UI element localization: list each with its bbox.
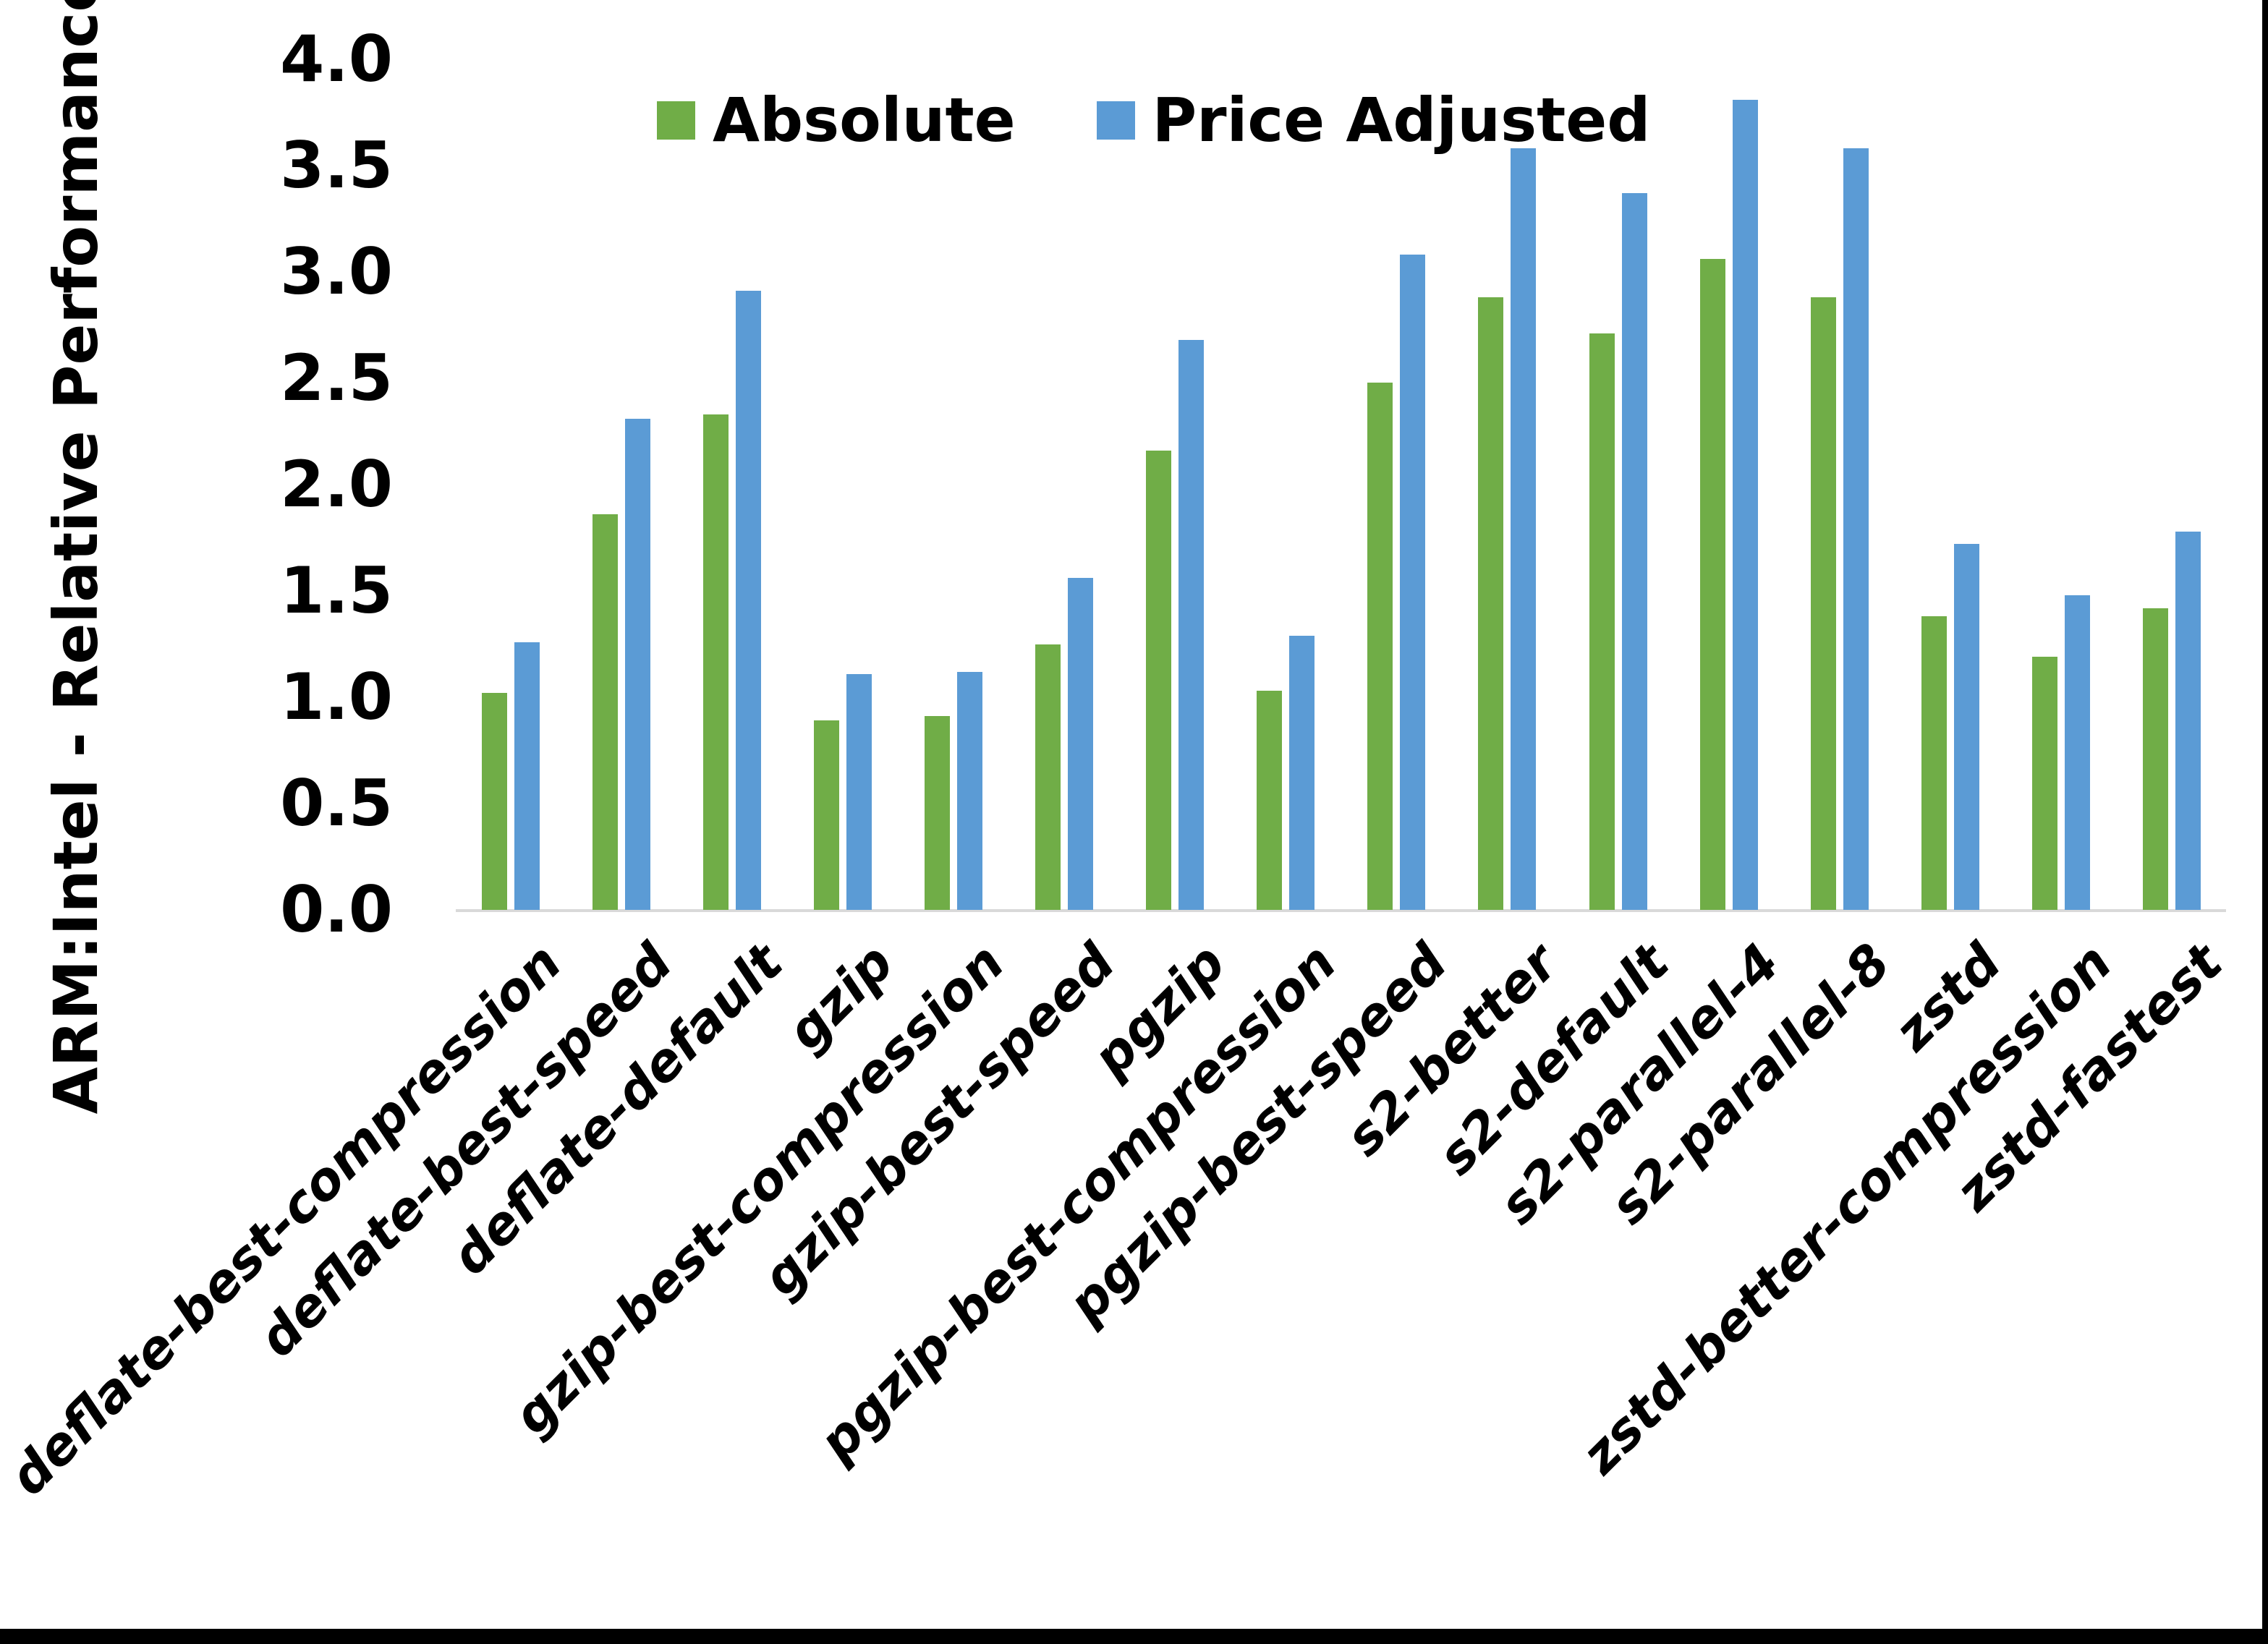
bar-absolute <box>702 414 729 910</box>
bar-price-adjusted <box>1843 148 1869 910</box>
legend-item: Absolute <box>657 85 1016 156</box>
bar-price-adjusted <box>1511 148 1537 910</box>
y-tick-label: 1.0 <box>280 660 393 734</box>
bar-price-adjusted <box>1178 340 1205 910</box>
y-tick-label: 3.5 <box>280 128 393 203</box>
y-tick-label: 4.0 <box>280 22 393 96</box>
bar-price-adjusted <box>1068 578 1093 910</box>
y-tick-label: 1.5 <box>280 553 393 628</box>
legend-label: Absolute <box>713 85 1016 156</box>
legend-label: Price Adjusted <box>1152 85 1651 156</box>
bar-price-adjusted <box>956 671 982 910</box>
legend-swatch-icon <box>657 101 695 140</box>
window-border-right <box>2262 0 2268 1644</box>
bar-absolute <box>1478 297 1504 910</box>
y-tick-label: 0.0 <box>280 872 393 947</box>
bar-absolute <box>1699 259 1725 910</box>
bar-price-adjusted <box>624 418 650 910</box>
bar-price-adjusted <box>1953 544 1979 910</box>
bar-price-adjusted <box>2175 531 2201 910</box>
y-tick-label: 3.0 <box>280 234 393 309</box>
legend: Absolute Price Adjusted <box>657 85 1650 156</box>
bar-price-adjusted <box>1732 99 1758 910</box>
bar-price-adjusted <box>2064 595 2090 910</box>
bar-absolute <box>924 716 950 910</box>
bar-absolute <box>481 693 507 910</box>
bar-absolute <box>1589 333 1615 910</box>
bar-absolute <box>592 514 618 910</box>
y-tick-label: 2.5 <box>280 341 393 415</box>
bar-price-adjusted <box>1400 255 1426 910</box>
legend-swatch-icon <box>1096 101 1135 140</box>
y-tick-label: 0.5 <box>280 766 393 840</box>
bar-absolute <box>1146 450 1172 910</box>
bar-absolute <box>1810 297 1836 910</box>
bar-absolute <box>1257 691 1283 910</box>
x-axis-line <box>456 909 2226 912</box>
bar-absolute <box>1921 616 1947 910</box>
bar-absolute <box>1367 382 1393 910</box>
window-border-bottom <box>0 1629 2268 1644</box>
bar-absolute <box>1035 644 1061 910</box>
bar-absolute <box>2143 608 2168 910</box>
bar-price-adjusted <box>735 291 761 910</box>
bar-absolute <box>2031 657 2057 910</box>
bar-price-adjusted <box>846 673 872 910</box>
bar-price-adjusted <box>1289 635 1315 910</box>
bar-price-adjusted <box>1621 193 1647 910</box>
bar-absolute <box>813 720 839 910</box>
legend-item: Price Adjusted <box>1096 85 1651 156</box>
bar-price-adjusted <box>514 642 540 910</box>
y-tick-label: 2.0 <box>280 447 393 521</box>
